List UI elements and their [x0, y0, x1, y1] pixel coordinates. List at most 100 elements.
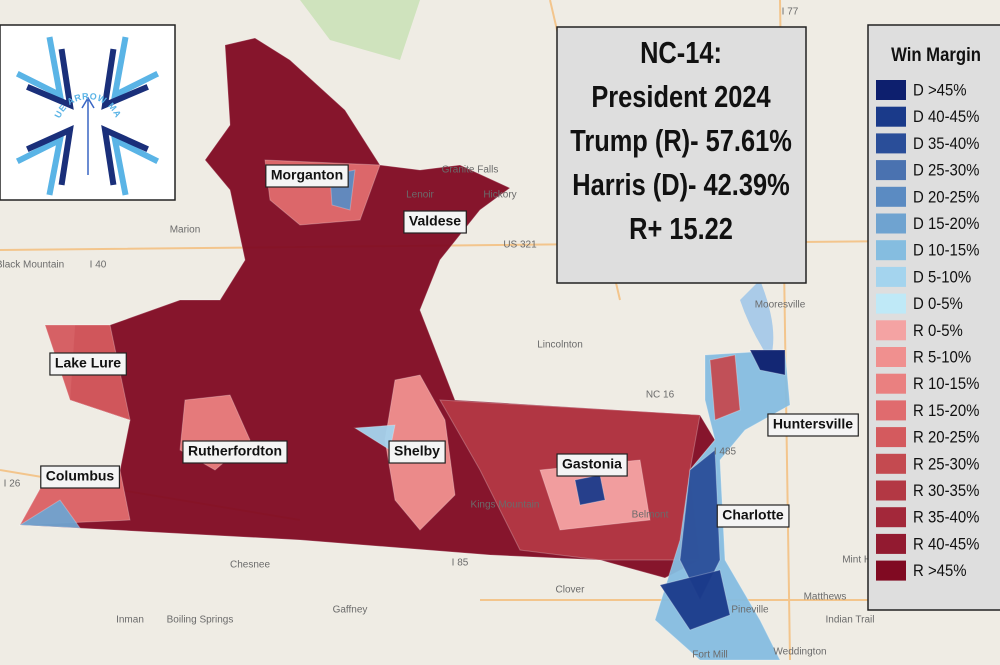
precinct-area — [18, 499, 82, 529]
basemap-label: Granite Falls — [442, 165, 499, 176]
basemap-label: Matthews — [804, 592, 847, 603]
legend-swatch — [876, 80, 906, 100]
basemap-label: Belmont — [632, 510, 669, 521]
legend-label-wrap: D >45% — [913, 82, 967, 100]
legend-label: R >45% — [913, 562, 967, 580]
legend-label-wrap: D 40-45% — [913, 108, 979, 126]
basemap-label: Mint Hill — [842, 555, 878, 566]
legend-swatch — [876, 133, 906, 154]
title-line-wrap: R+ 15.22 — [629, 212, 733, 247]
logo-arrow — [81, 96, 95, 175]
title-line-wrap: NC-14: — [640, 36, 722, 71]
legend-label: R 40-45% — [913, 536, 979, 554]
basemap-labels: Lenoir Hickory Granite Falls Marion Black Mo… — [0, 7, 878, 661]
legend-label: D 20-25% — [913, 188, 979, 206]
city-label: Gastonia — [556, 453, 628, 477]
basemap-label: Clover — [556, 585, 586, 596]
city-name: Rutherfordton — [188, 443, 282, 459]
city-label-box — [716, 504, 790, 528]
legend-label-wrap: R 40-45% — [913, 536, 979, 554]
basemap-label: Weddington — [773, 647, 826, 658]
legend-label: D 40-45% — [913, 108, 979, 126]
legend-label: R 5-10% — [913, 349, 971, 367]
title-line: R+ 15.22 — [629, 212, 733, 247]
legend-swatch — [876, 320, 906, 341]
precinct-area — [659, 569, 731, 631]
basemap-label: US 321 — [503, 240, 537, 251]
title-lines: NC-14: President 2024 Trump (R)- 57.61% Har… — [570, 36, 792, 247]
legend-label: D 35-40% — [913, 135, 979, 153]
city-name: Morganton — [271, 167, 343, 183]
city-label-box — [40, 465, 121, 489]
legend-label: D 25-30% — [913, 162, 979, 180]
basemap-label: NC 16 — [646, 390, 675, 401]
city-name: Shelby — [394, 443, 440, 459]
city-label-box — [403, 210, 467, 234]
legend-label-wrap: D 25-30% — [913, 162, 979, 180]
basemap-label: I 485 — [714, 447, 737, 458]
title-line-wrap: President 2024 — [591, 80, 771, 115]
legend-label-wrap: D 5-10% — [913, 269, 971, 287]
legend-label-wrap: D 0-5% — [913, 295, 963, 313]
city-label: Morganton — [265, 164, 349, 188]
legend-label: D >45% — [913, 82, 967, 100]
legend-title: Win Margin — [891, 44, 981, 65]
legend-swatch — [876, 293, 906, 314]
legend-label-wrap: D 20-25% — [913, 188, 979, 206]
legend-label-wrap: R 5-10% — [913, 349, 971, 367]
basemap-label: I 85 — [452, 558, 469, 569]
basemap-label: I 40 — [90, 260, 107, 271]
legend-swatch — [876, 106, 906, 127]
city-label-box — [767, 413, 859, 437]
city-name: Huntersville — [773, 416, 853, 432]
title-line: Trump (R)- 57.61% — [570, 124, 792, 159]
legend-label-wrap: R 30-35% — [913, 482, 979, 500]
legend-label: D 10-15% — [913, 242, 979, 260]
city-label-box — [182, 440, 288, 464]
legend-label: R 10-15% — [913, 375, 979, 393]
legend-swatch — [876, 373, 906, 394]
basemap-label: Mooresville — [755, 300, 806, 311]
legend-label-wrap: D 35-40% — [913, 135, 979, 153]
legend-label-wrap: D 15-20% — [913, 215, 979, 233]
title-line: NC-14: — [640, 36, 722, 71]
city-label-box — [388, 440, 446, 464]
legend-swatch — [876, 533, 906, 554]
legend-title-wrap: Win Margin — [891, 44, 981, 65]
city-label: Shelby — [388, 440, 446, 464]
basemap-label: Kings Mountain — [471, 500, 540, 511]
logo-chevrons — [15, 36, 160, 196]
legend-swatch — [876, 480, 906, 501]
city-label-box — [265, 164, 349, 188]
precinct-area — [353, 424, 396, 451]
legend-swatch — [876, 507, 906, 528]
precinct-area — [709, 354, 741, 421]
legend-swatch — [876, 213, 906, 234]
basemap-label: Marion — [170, 225, 201, 236]
legend-swatch — [876, 186, 906, 207]
legend-label: R 25-30% — [913, 455, 979, 473]
legend-swatch — [876, 266, 906, 287]
legend-swatch — [876, 400, 906, 421]
basemap-label: Pineville — [731, 605, 769, 616]
legend-label-wrap: R 10-15% — [913, 375, 979, 393]
city-name: Columbus — [46, 468, 115, 484]
legend-label: D 5-10% — [913, 269, 971, 287]
legend-label-wrap: D 10-15% — [913, 242, 979, 260]
precinct-area — [749, 349, 786, 376]
title-box-bg — [556, 26, 807, 284]
legend-label: R 30-35% — [913, 482, 979, 500]
basemap-label: Black Mountain — [0, 260, 64, 271]
legend-label-wrap: R >45% — [913, 562, 967, 580]
city-label: Rutherfordton — [182, 440, 288, 464]
city-label: Columbus — [40, 465, 121, 489]
city-label: Valdese — [403, 210, 467, 234]
city-label-box — [556, 453, 628, 477]
legend-label: R 0-5% — [913, 322, 963, 340]
city-name: Valdese — [409, 213, 461, 229]
city-name: Lake Lure — [55, 355, 121, 371]
city-label: Charlotte — [716, 504, 790, 528]
legend-label-wrap: R 20-25% — [913, 429, 979, 447]
